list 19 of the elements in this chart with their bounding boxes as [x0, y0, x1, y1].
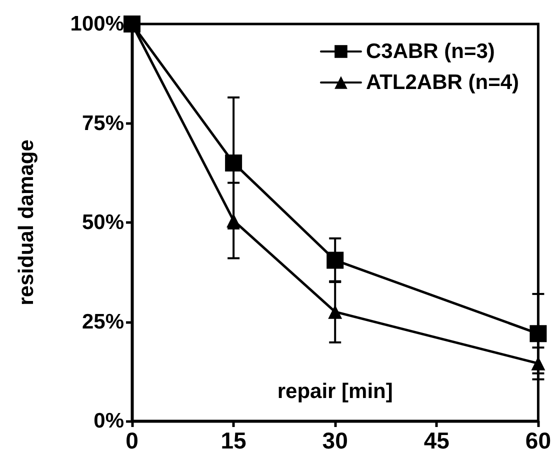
x-axis-title: repair [min] — [277, 380, 393, 403]
x-tick-label: 0 — [126, 428, 138, 454]
y-tick-label: 100% — [70, 12, 124, 36]
y-tick-label: 25% — [82, 310, 124, 334]
x-tick-label: 30 — [322, 428, 348, 454]
point — [226, 214, 241, 228]
y-tick-label: 0% — [94, 410, 124, 432]
x-tick-label: 15 — [220, 428, 247, 454]
point — [530, 325, 547, 342]
y-tick-label: 50% — [82, 211, 124, 234]
point — [328, 304, 342, 319]
point — [326, 252, 344, 269]
point — [225, 154, 242, 172]
x-tick-label: 60 — [525, 428, 552, 454]
y-axis-title: residual damage — [15, 140, 38, 306]
y-tick-label: 75% — [82, 112, 124, 135]
x-tick-label: 45 — [424, 428, 450, 454]
legend-label: C3ABR (n=3) — [366, 40, 495, 63]
legend-label: ATL2ABR (n=4) — [366, 71, 519, 94]
